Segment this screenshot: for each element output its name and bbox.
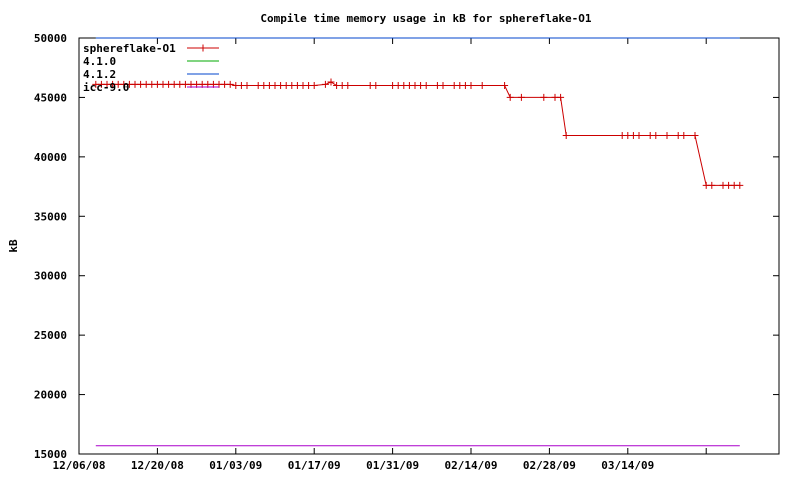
- x-tick-label: 01/17/09: [288, 459, 341, 472]
- legend-label: 4.1.0: [83, 55, 116, 68]
- data-point: [562, 131, 570, 139]
- x-tick-label: 12/06/08: [53, 459, 106, 472]
- y-tick-label: 50000: [34, 32, 67, 45]
- legend-marker: [199, 44, 207, 52]
- series-line-sphereflake-o1: [95, 81, 740, 186]
- x-axis: 12/06/08 12/20/08 01/03/09 01/17/09 01/31/09…: [53, 38, 707, 472]
- data-point: [680, 131, 688, 139]
- data-point: [243, 82, 251, 90]
- x-tick-label: 12/20/08: [131, 459, 184, 472]
- data-point: [321, 80, 329, 88]
- x-tick-label: 02/28/09: [523, 459, 576, 472]
- x-tick-label: 01/31/09: [366, 459, 419, 472]
- x-tick-label: 02/14/09: [445, 459, 498, 472]
- y-tick-label: 25000: [34, 329, 67, 342]
- y-axis-label: kB: [7, 239, 20, 253]
- y-tick-label: 15000: [34, 448, 67, 461]
- data-point: [226, 80, 234, 88]
- y-tick-label: 40000: [34, 151, 67, 164]
- data-point: [422, 82, 430, 90]
- data-point: [635, 131, 643, 139]
- data-point: [439, 82, 447, 90]
- data-point: [691, 131, 699, 139]
- data-point: [540, 93, 548, 101]
- y-tick-label: 30000: [34, 270, 67, 283]
- y-tick-label: 35000: [34, 210, 67, 223]
- data-point: [736, 181, 744, 189]
- data-point: [372, 82, 380, 90]
- x-tick-label: 01/03/09: [209, 459, 262, 472]
- data-point: [501, 82, 509, 90]
- data-point: [310, 82, 318, 90]
- legend-label: icc-9.0: [83, 81, 129, 94]
- legend-label: sphereflake-O1: [83, 42, 176, 55]
- legend-label: 4.1.2: [83, 68, 116, 81]
- data-point: [344, 82, 352, 90]
- y-axis: 15000 20000 25000 30000 35000 40000 45000 50000: [34, 32, 779, 461]
- data-point: [708, 181, 716, 189]
- y-tick-label: 20000: [34, 389, 67, 402]
- x-tick-label: 03/14/09: [601, 459, 654, 472]
- y-tick-label: 45000: [34, 91, 67, 104]
- data-point: [327, 78, 335, 86]
- series-group: [92, 37, 744, 447]
- plot-frame: [78, 37, 780, 455]
- data-point: [506, 93, 514, 101]
- data-point: [478, 82, 486, 90]
- data-point: [663, 131, 671, 139]
- data-point: [517, 93, 525, 101]
- data-point: [652, 131, 660, 139]
- data-point: [557, 93, 565, 101]
- data-point: [467, 82, 475, 90]
- chart-title: Compile time memory usage in kB for sphe…: [260, 12, 592, 25]
